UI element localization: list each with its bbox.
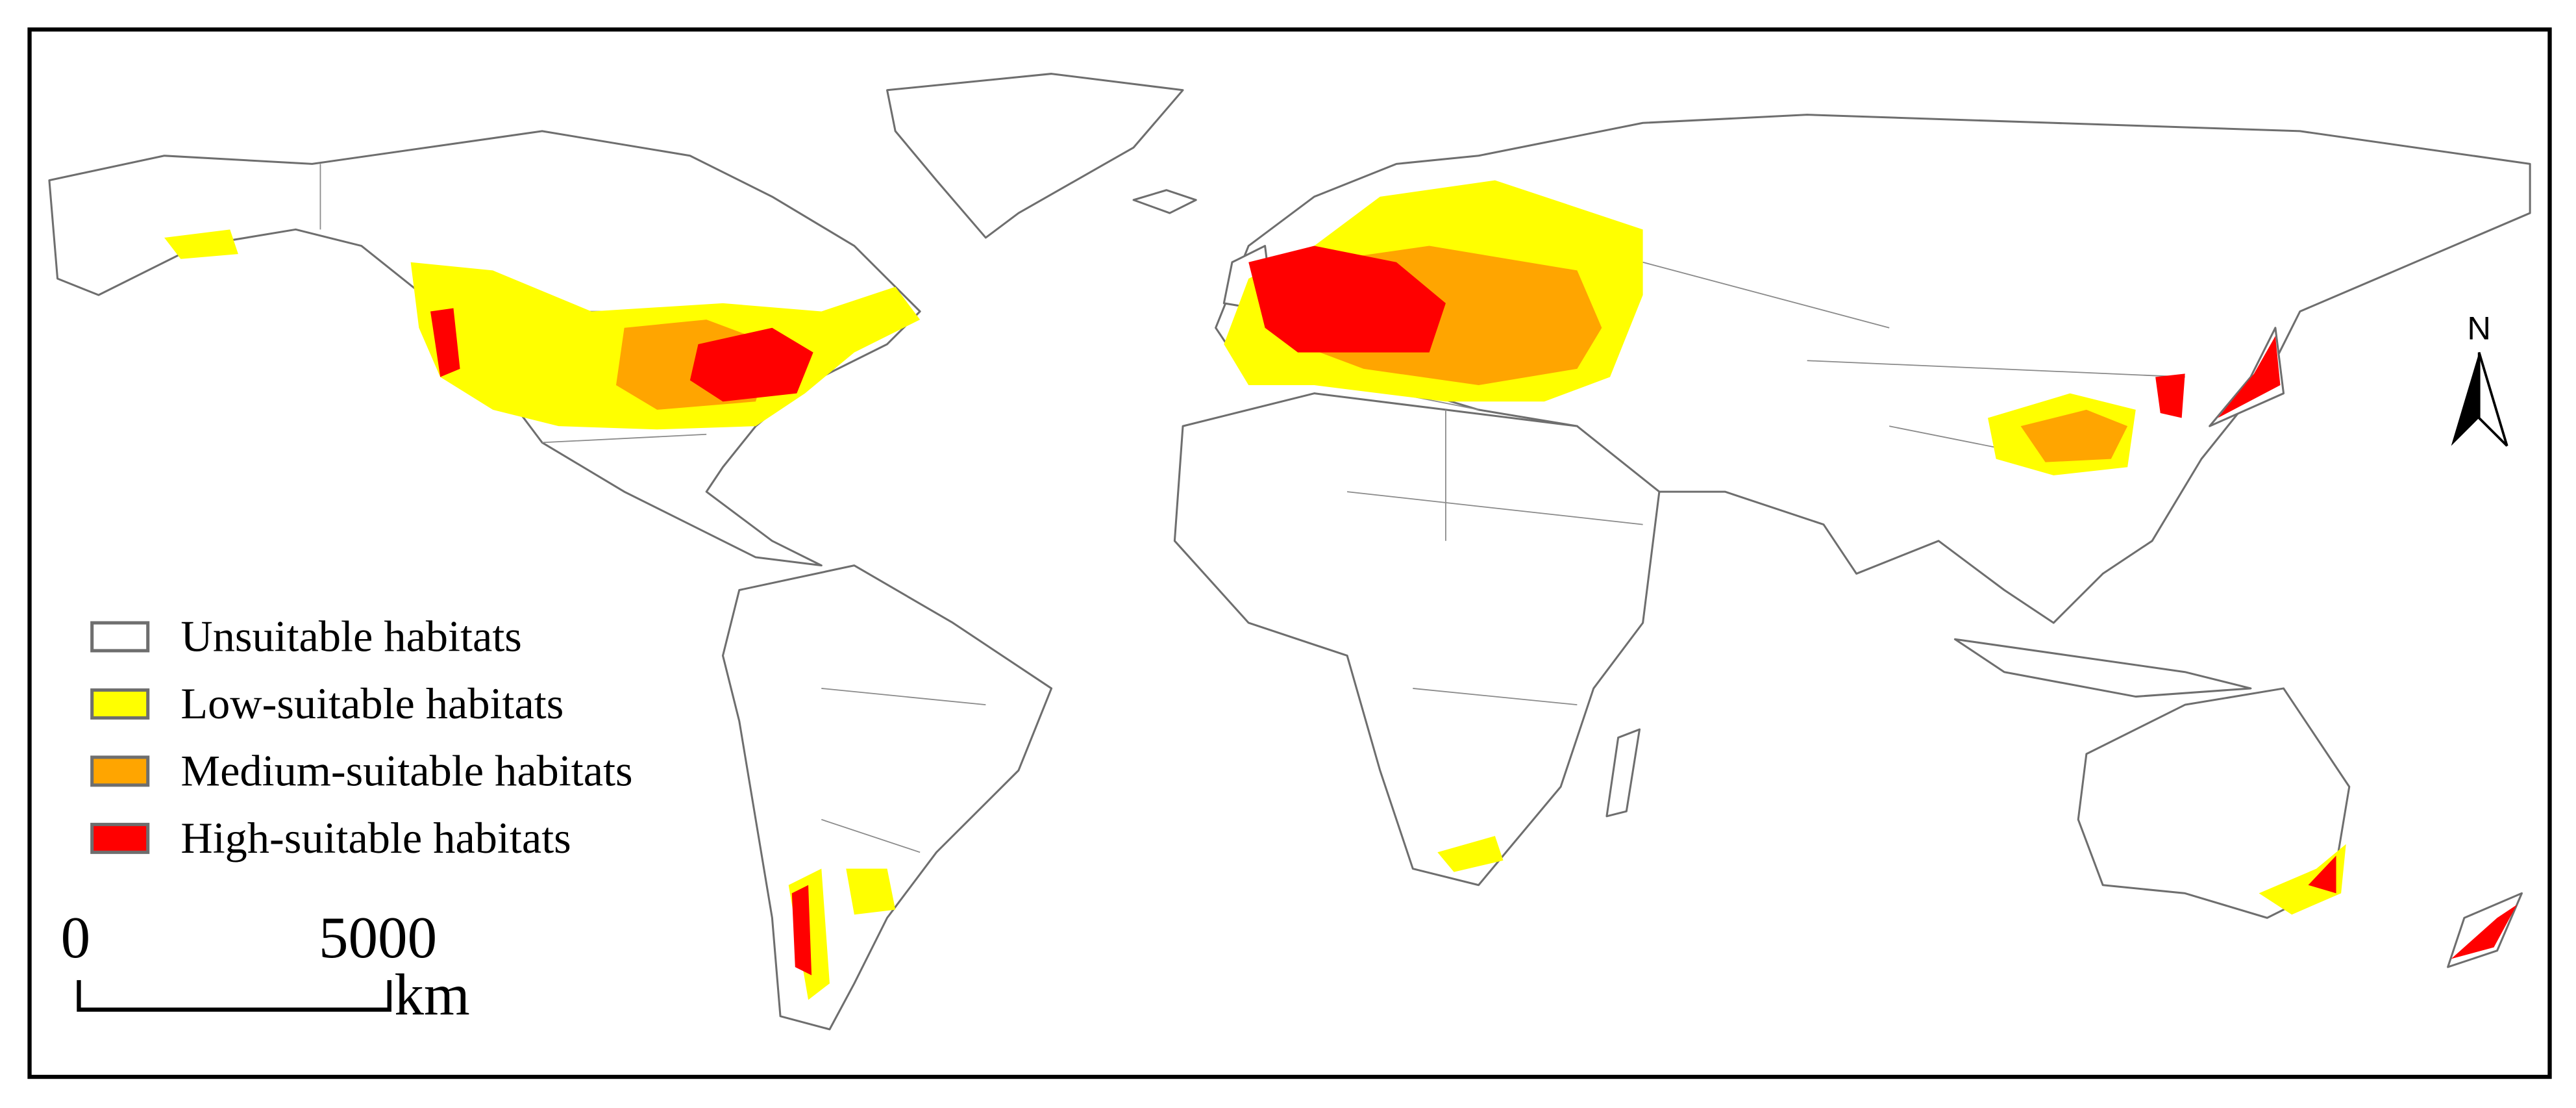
habitat-area	[2218, 336, 2281, 418]
habitat-area	[2451, 905, 2517, 959]
japan	[2209, 327, 2285, 427]
habitat-area	[689, 327, 813, 402]
north-arrow-left	[2451, 352, 2479, 446]
habitat-area	[791, 885, 812, 976]
legend-label: Medium-suitable habitats	[180, 746, 632, 795]
north-arrow-right	[2477, 352, 2508, 447]
habitat-area	[2020, 409, 2128, 462]
legend-label: High-suitable habitats	[180, 813, 571, 862]
habitat-area	[164, 229, 238, 259]
africa	[1173, 392, 1661, 887]
habitat-area	[2259, 844, 2346, 915]
legend-swatch	[90, 688, 150, 720]
scale-end: 5000	[319, 905, 437, 970]
scale-bar: 0 5000 km	[61, 905, 470, 1027]
habitat-area	[1248, 246, 1446, 353]
legend-swatch	[90, 621, 150, 653]
legend-swatch	[90, 822, 150, 854]
habitat-area	[1437, 836, 1504, 872]
habitat-area	[846, 868, 896, 915]
greenland	[886, 73, 1184, 239]
north-label: N	[2467, 309, 2491, 346]
legend: Unsuitable habitats Low-suitable habitat…	[90, 611, 633, 862]
legend-label: Unsuitable habitats	[180, 611, 522, 661]
habitat-area	[2155, 373, 2185, 418]
scale-line	[77, 980, 391, 1012]
habitat-area	[430, 308, 460, 377]
legend-swatch	[90, 755, 150, 787]
madagascar	[1605, 728, 1641, 818]
iceland	[1132, 189, 1197, 214]
indonesia	[1953, 638, 2252, 698]
north-arrow: N	[2451, 309, 2508, 447]
legend-label: Low-suitable habitats	[180, 679, 564, 728]
habitat-areas	[164, 180, 2517, 1000]
scale-unit: km	[394, 962, 469, 1027]
scale-start: 0	[61, 905, 91, 970]
habitat-area	[2308, 855, 2336, 894]
